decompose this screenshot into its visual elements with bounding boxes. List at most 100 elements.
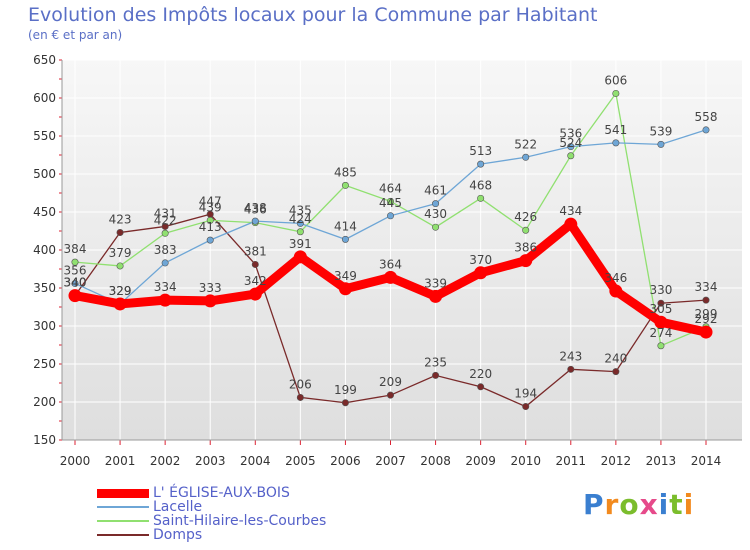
legend-swatch-saint-hilaire-les-courbes bbox=[97, 520, 149, 522]
y-tick-label-150: 150 bbox=[33, 433, 56, 447]
legend-item-domps: Domps bbox=[97, 528, 326, 542]
data-label-saint-hilaire-les-courbes-2007: 464 bbox=[379, 181, 402, 195]
data-label-saint-hilaire-les-courbes-2001: 379 bbox=[109, 246, 132, 260]
data-label-lacelle-2004: 438 bbox=[244, 201, 267, 215]
data-label-lacelle-2009: 513 bbox=[469, 144, 492, 158]
x-tick-label-2004: 2004 bbox=[240, 454, 271, 468]
y-tick-label-600: 600 bbox=[33, 91, 56, 105]
x-tick-label-2009: 2009 bbox=[465, 454, 496, 468]
series-point-l-glise-aux-bois-2003 bbox=[203, 294, 217, 308]
data-label-lacelle-2002: 383 bbox=[154, 243, 177, 257]
series-point-saint-hilaire-les-courbes-2010 bbox=[522, 226, 530, 234]
data-label-lacelle-2006: 414 bbox=[334, 219, 357, 233]
legend-label-domps: Domps bbox=[153, 527, 203, 543]
series-point-l-glise-aux-bois-2002 bbox=[158, 293, 172, 307]
y-tick-label-500: 500 bbox=[33, 167, 56, 181]
x-tick-label-2011: 2011 bbox=[556, 454, 587, 468]
legend-label-l-glise-aux-bois: L' ÉGLISE-AUX-BOIS bbox=[153, 485, 290, 501]
series-point-saint-hilaire-les-courbes-2012 bbox=[612, 89, 620, 97]
data-label-domps-2006: 199 bbox=[334, 383, 357, 397]
series-point-lacelle-2007 bbox=[386, 212, 394, 220]
series-point-saint-hilaire-les-courbes-2005 bbox=[296, 228, 304, 236]
series-point-saint-hilaire-les-courbes-2007 bbox=[386, 197, 394, 205]
series-point-domps-2005 bbox=[296, 393, 304, 401]
series-point-domps-2011 bbox=[567, 365, 575, 373]
series-point-domps-2007 bbox=[386, 391, 394, 399]
data-label-domps-2008: 235 bbox=[424, 355, 447, 369]
legend-swatch-l-glise-aux-bois bbox=[97, 488, 149, 498]
series-point-l-glise-aux-bois-2009 bbox=[474, 266, 488, 280]
x-tick-label-2013: 2013 bbox=[646, 454, 677, 468]
series-point-lacelle-2013 bbox=[657, 140, 665, 148]
data-label-domps-2007: 209 bbox=[379, 375, 402, 389]
x-tick-label-2007: 2007 bbox=[375, 454, 406, 468]
y-tick-label-300: 300 bbox=[33, 319, 56, 333]
chart-legend: L' ÉGLISE-AUX-BOIS Lacelle Saint-Hilaire-l… bbox=[97, 486, 326, 542]
y-tick-label-400: 400 bbox=[33, 243, 56, 257]
chart-title: Evolution des Impôts locaux pour la Comm… bbox=[28, 4, 598, 26]
series-point-l-glise-aux-bois-2008 bbox=[429, 289, 443, 303]
legend-swatch-lacelle bbox=[97, 506, 149, 508]
x-tick-label-2005: 2005 bbox=[285, 454, 316, 468]
data-label-lacelle-2010: 522 bbox=[514, 137, 537, 151]
series-point-saint-hilaire-les-courbes-2006 bbox=[341, 181, 349, 189]
series-point-domps-2004 bbox=[251, 260, 259, 268]
series-point-l-glise-aux-bois-2005 bbox=[293, 250, 307, 264]
legend-label-saint-hilaire-les-courbes: Saint-Hilaire-les-Courbes bbox=[153, 513, 327, 529]
data-label-l-glise-aux-bois-2011: 434 bbox=[559, 204, 582, 218]
series-point-l-glise-aux-bois-2014 bbox=[699, 325, 713, 339]
data-label-l-glise-aux-bois-2001: 329 bbox=[109, 284, 132, 298]
x-tick-label-2010: 2010 bbox=[510, 454, 541, 468]
series-point-lacelle-2014 bbox=[702, 126, 710, 134]
data-label-domps-2002: 431 bbox=[154, 206, 177, 220]
data-label-saint-hilaire-les-courbes-2003: 439 bbox=[199, 200, 222, 214]
series-point-domps-2012 bbox=[612, 368, 620, 376]
series-point-saint-hilaire-les-courbes-2000 bbox=[71, 258, 79, 266]
data-label-lacelle-2014: 558 bbox=[695, 110, 718, 124]
data-label-lacelle-2003: 413 bbox=[199, 220, 222, 234]
series-point-lacelle-2006 bbox=[341, 235, 349, 243]
data-label-domps-2003: 447 bbox=[199, 194, 222, 208]
series-point-saint-hilaire-les-courbes-2002 bbox=[161, 229, 169, 237]
data-label-saint-hilaire-les-courbes-2000: 384 bbox=[64, 242, 87, 256]
legend-label-lacelle: Lacelle bbox=[153, 499, 203, 515]
data-label-l-glise-aux-bois-2010: 386 bbox=[514, 241, 537, 255]
series-point-l-glise-aux-bois-2010 bbox=[519, 254, 533, 268]
proxiti-logo: Proxiti bbox=[583, 488, 695, 521]
series-point-lacelle-2008 bbox=[432, 200, 440, 208]
data-label-saint-hilaire-les-courbes-2013: 274 bbox=[649, 326, 672, 340]
chart-subtitle: (en € et par an) bbox=[28, 28, 123, 42]
y-tick-label-250: 250 bbox=[33, 357, 56, 371]
data-label-lacelle-2005: 435 bbox=[289, 203, 312, 217]
data-label-l-glise-aux-bois-2002: 334 bbox=[154, 280, 177, 294]
series-point-domps-2008 bbox=[432, 371, 440, 379]
data-label-domps-2004: 381 bbox=[244, 244, 267, 258]
y-tick-label-350: 350 bbox=[33, 281, 56, 295]
series-point-domps-2014 bbox=[702, 296, 710, 304]
series-point-saint-hilaire-les-courbes-2001 bbox=[116, 262, 124, 270]
series-point-lacelle-2009 bbox=[477, 160, 485, 168]
data-label-domps-2014: 334 bbox=[695, 280, 718, 294]
series-point-domps-2006 bbox=[341, 399, 349, 407]
series-point-lacelle-2002 bbox=[161, 259, 169, 267]
legend-item-l-glise-aux-bois: L' ÉGLISE-AUX-BOIS bbox=[97, 486, 326, 500]
series-point-lacelle-2010 bbox=[522, 153, 530, 161]
data-label-l-glise-aux-bois-2003: 333 bbox=[199, 281, 222, 295]
series-point-domps-2002 bbox=[161, 222, 169, 230]
series-point-l-glise-aux-bois-2013 bbox=[654, 315, 668, 329]
series-point-domps-2013 bbox=[657, 299, 665, 307]
data-label-saint-hilaire-les-courbes-2006: 485 bbox=[334, 165, 357, 179]
data-label-saint-hilaire-les-courbes-2014: 299 bbox=[695, 307, 718, 321]
data-label-domps-2001: 423 bbox=[109, 213, 132, 227]
data-label-l-glise-aux-bois-2013: 305 bbox=[649, 302, 672, 316]
legend-item-lacelle: Lacelle bbox=[97, 500, 326, 514]
series-point-saint-hilaire-les-courbes-2011 bbox=[567, 152, 575, 160]
data-label-domps-2009: 220 bbox=[469, 367, 492, 381]
data-label-lacelle-2011: 536 bbox=[559, 127, 582, 141]
data-label-saint-hilaire-les-courbes-2005: 424 bbox=[289, 212, 312, 226]
series-point-l-glise-aux-bois-2001 bbox=[113, 297, 127, 311]
y-tick-label-550: 550 bbox=[33, 129, 56, 143]
series-point-lacelle-2005 bbox=[296, 219, 304, 227]
series-point-lacelle-2012 bbox=[612, 139, 620, 147]
